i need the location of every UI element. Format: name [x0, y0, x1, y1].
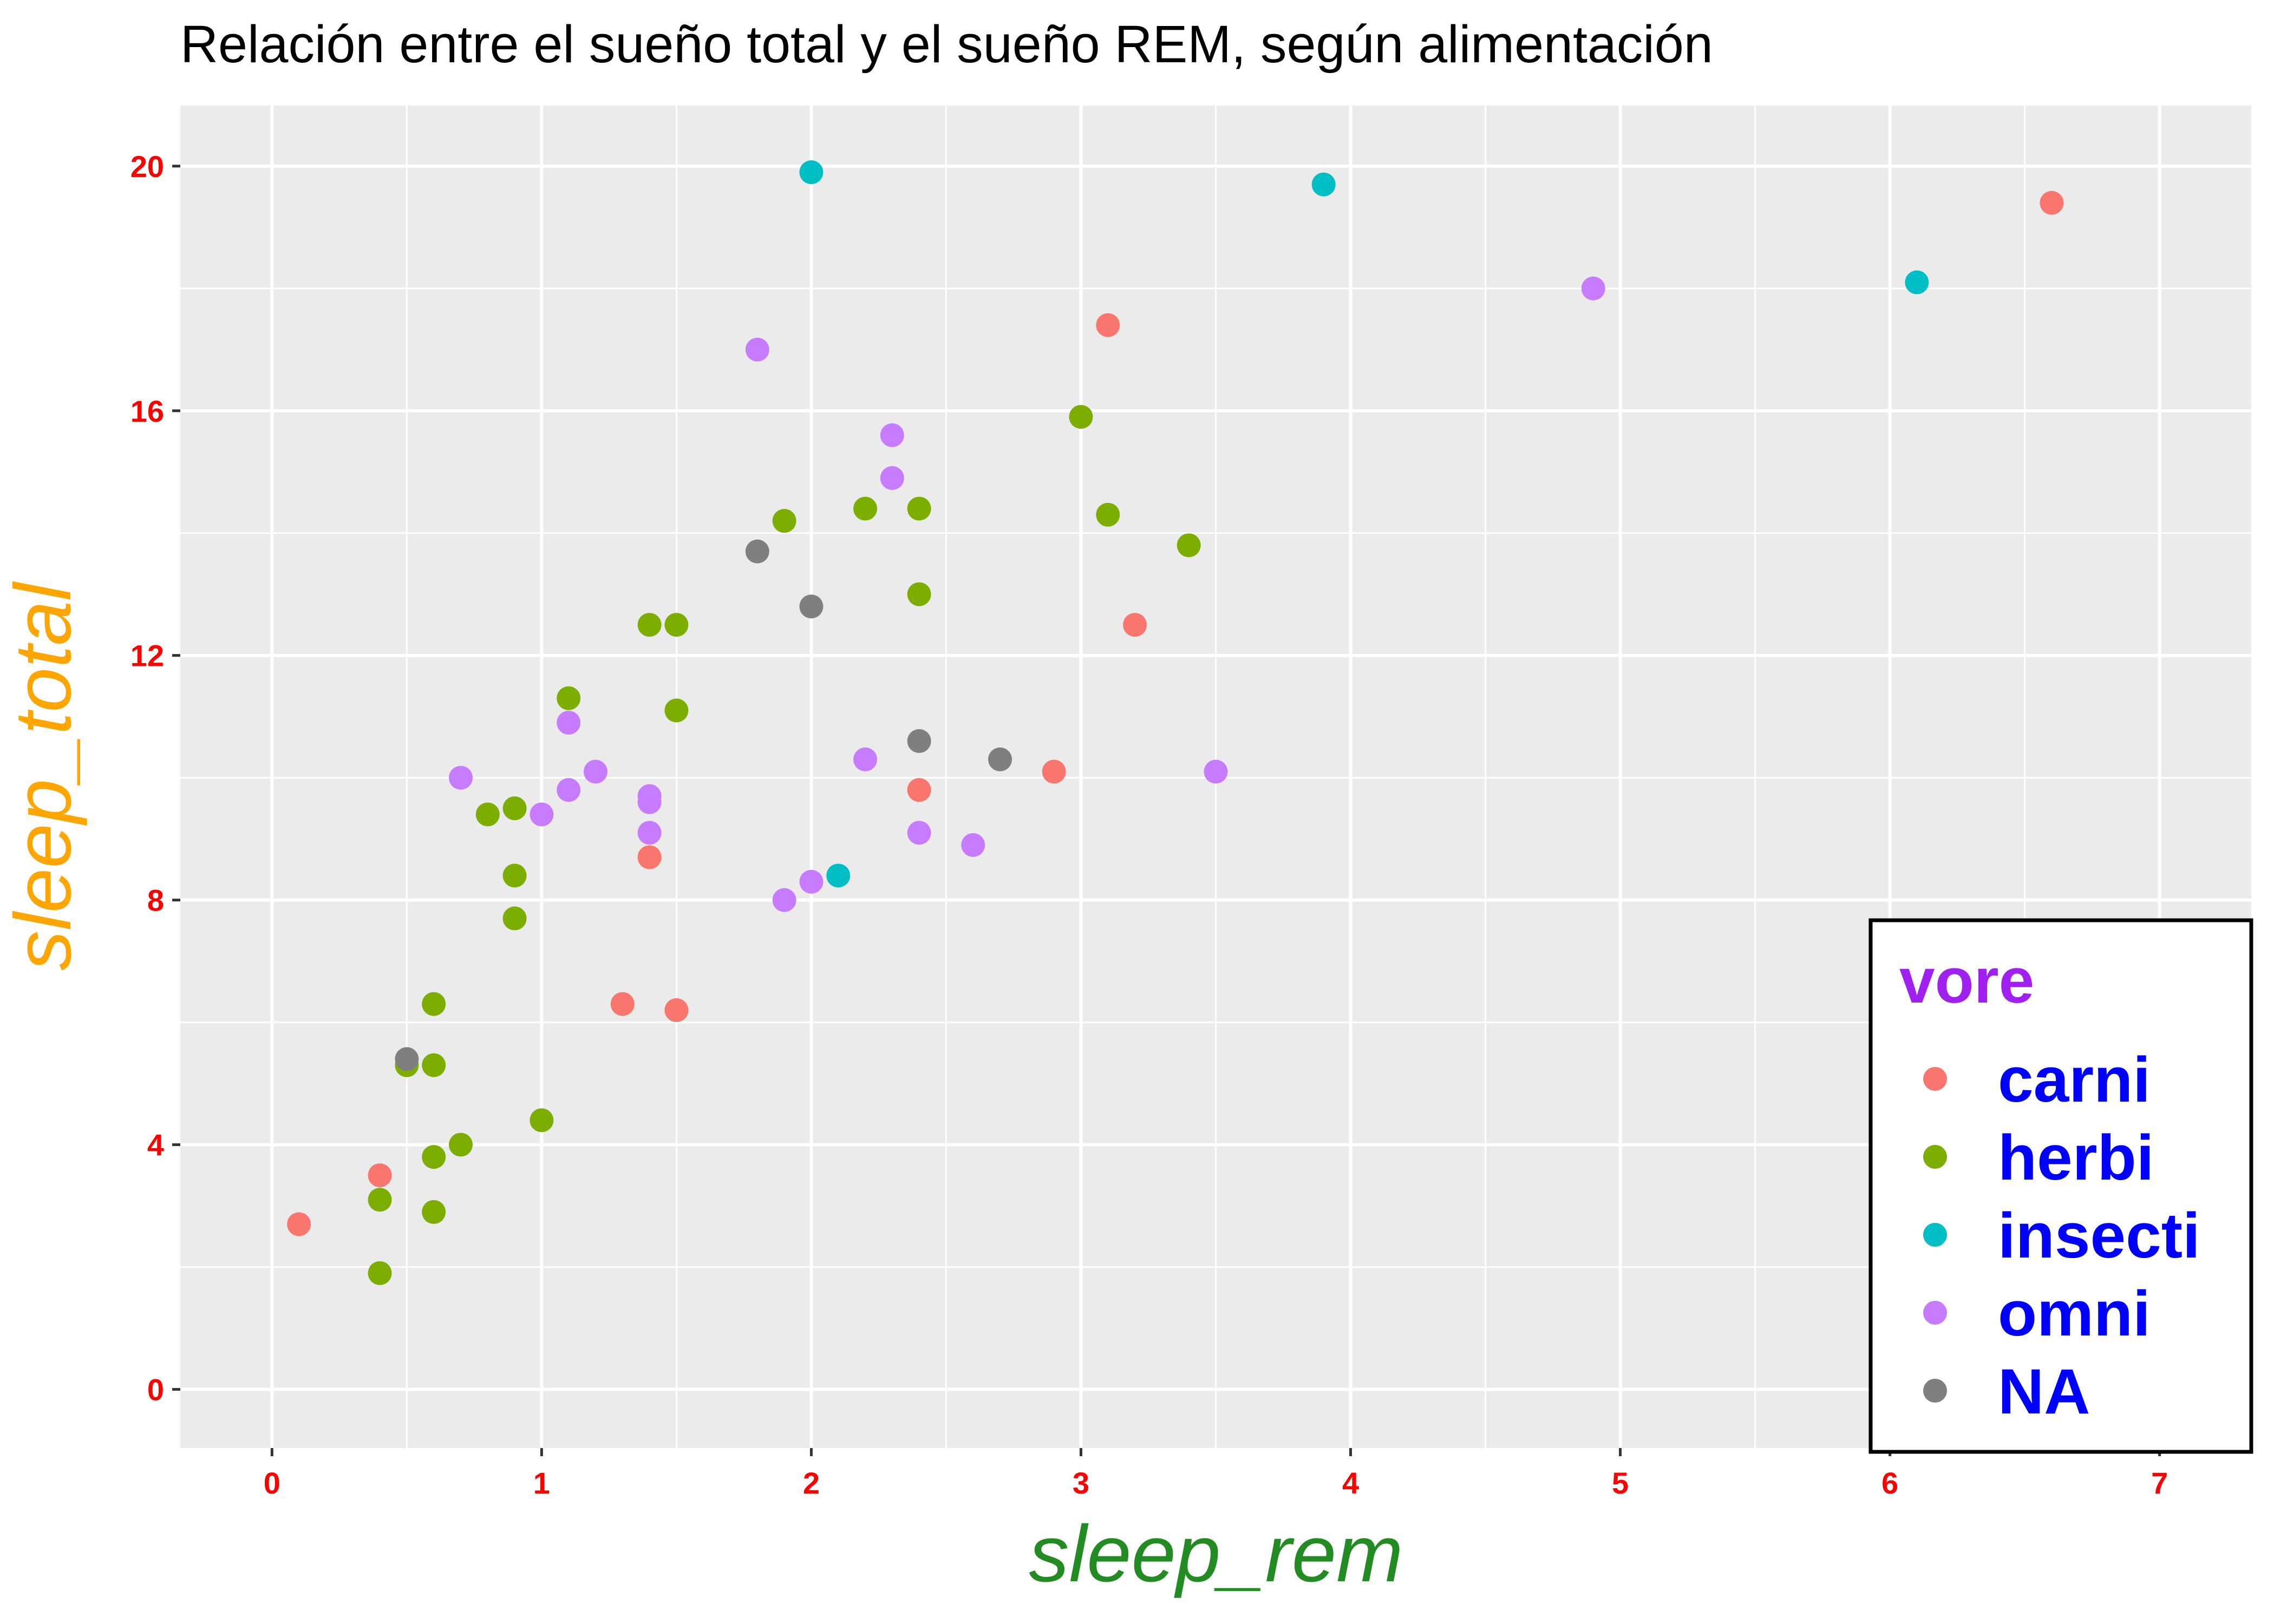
x-tick-label: 5 [1612, 1466, 1629, 1500]
x-tick-label: 1 [533, 1466, 550, 1500]
x-tick-label: 2 [803, 1466, 820, 1500]
data-point-carni [907, 778, 931, 802]
data-point-herbi [502, 863, 527, 888]
data-point-carni [1042, 759, 1066, 784]
data-points [287, 160, 2064, 1285]
data-point-herbi [422, 1200, 446, 1224]
legend-label-omni: omni [1998, 1278, 2151, 1350]
data-point-na [395, 1047, 419, 1071]
data-point-insecti [1905, 270, 1929, 294]
data-point-omni [448, 765, 473, 790]
x-tick-label: 3 [1073, 1466, 1089, 1500]
x-tick-label: 0 [264, 1466, 280, 1500]
data-point-omni [745, 337, 769, 362]
y-tick-label: 8 [147, 883, 164, 918]
x-axis-title: sleep_rem [1029, 1509, 1403, 1599]
data-point-omni [557, 711, 581, 735]
legend-key-insecti [1923, 1223, 1947, 1247]
y-tick-label: 20 [130, 149, 164, 184]
data-point-na [907, 729, 931, 753]
data-point-herbi [530, 1108, 554, 1132]
data-point-herbi [1069, 405, 1093, 429]
legend-key-omni [1923, 1301, 1947, 1325]
chart-title: Relación entre el sueño total y el sueño… [180, 15, 1713, 74]
legend-label-insecti: insecti [1998, 1200, 2200, 1272]
data-point-omni [961, 833, 985, 857]
data-point-carni [368, 1163, 392, 1188]
data-point-herbi [448, 1132, 473, 1157]
data-point-omni [1204, 759, 1228, 784]
data-point-omni [880, 466, 904, 490]
data-point-herbi [664, 613, 689, 637]
y-tick-label: 4 [147, 1128, 164, 1162]
data-point-omni [772, 888, 796, 912]
legend-title: vore [1899, 945, 2034, 1017]
y-tick-label: 12 [130, 639, 164, 673]
legend-label-herbi: herbi [1998, 1122, 2154, 1194]
data-point-carni [610, 992, 635, 1016]
data-point-na [799, 594, 824, 619]
y-tick-label: 0 [147, 1373, 164, 1407]
data-point-carni [664, 998, 689, 1023]
x-tick-label: 6 [1881, 1466, 1898, 1500]
data-point-carni [637, 845, 662, 869]
data-point-herbi [907, 582, 931, 606]
data-point-herbi [557, 686, 581, 710]
legend-key-na [1923, 1379, 1947, 1403]
data-point-herbi [907, 496, 931, 521]
data-point-insecti [799, 160, 824, 185]
legend-label-na: NA [1998, 1356, 2090, 1427]
y-axis-title: sleep_total [0, 581, 88, 971]
data-point-omni [583, 759, 607, 784]
data-point-herbi [422, 1145, 446, 1169]
data-point-na [745, 539, 769, 564]
data-point-herbi [368, 1261, 392, 1285]
data-point-herbi [1096, 502, 1120, 527]
data-point-herbi [664, 698, 689, 723]
data-point-omni [637, 821, 662, 845]
data-point-herbi [368, 1188, 392, 1212]
data-point-omni [557, 778, 581, 802]
x-tick-label: 4 [1342, 1466, 1359, 1500]
data-point-herbi [422, 992, 446, 1016]
data-point-na [988, 747, 1012, 771]
data-point-carni [1123, 613, 1147, 637]
legend-label-carni: carni [1998, 1044, 2151, 1116]
data-point-herbi [502, 796, 527, 821]
data-point-omni [1581, 276, 1605, 300]
legend-key-herbi [1923, 1145, 1947, 1169]
data-point-insecti [1311, 172, 1336, 197]
data-point-omni [880, 423, 904, 447]
legend-box [1868, 918, 2253, 1454]
data-point-carni [287, 1212, 311, 1236]
data-point-herbi [422, 1053, 446, 1077]
data-point-carni [1096, 313, 1120, 337]
data-point-herbi [853, 496, 878, 521]
data-point-herbi [772, 509, 796, 533]
data-point-omni [907, 821, 931, 845]
data-point-omni [637, 790, 662, 814]
x-tick-label: 7 [2151, 1466, 2168, 1500]
data-point-omni [853, 747, 878, 771]
y-tick-label: 16 [130, 394, 164, 428]
legend-key-carni [1923, 1067, 1947, 1091]
data-point-omni [799, 869, 824, 894]
data-point-herbi [1177, 533, 1201, 558]
data-point-herbi [475, 802, 500, 827]
data-point-herbi [502, 906, 527, 931]
data-point-herbi [637, 613, 662, 637]
data-point-insecti [826, 863, 851, 888]
data-point-carni [2040, 191, 2064, 215]
data-point-omni [530, 802, 554, 827]
